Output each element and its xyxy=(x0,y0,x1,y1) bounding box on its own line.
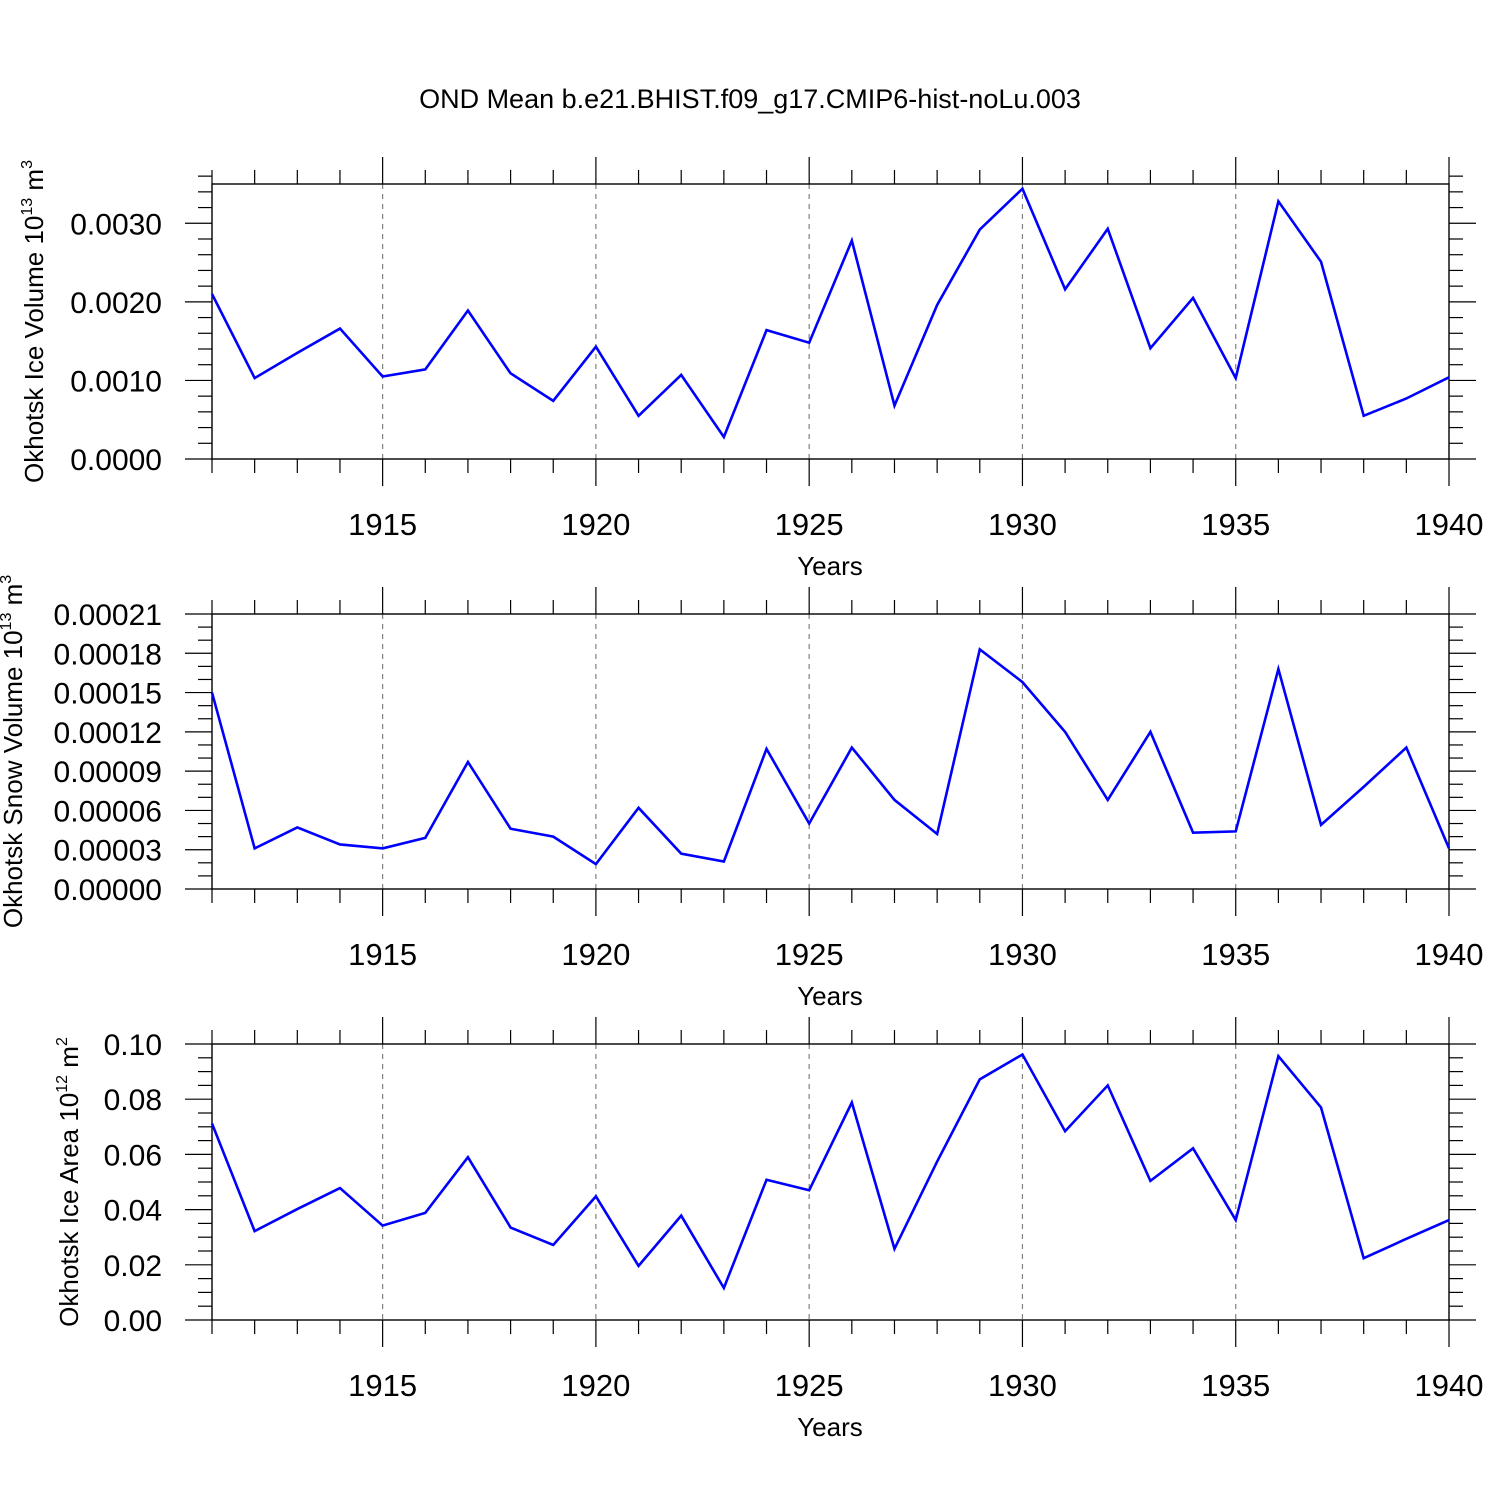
y-axis-title: Okhotsk Ice Area 1012 m2 xyxy=(54,1037,84,1327)
x-tick-label-1925: 1925 xyxy=(775,507,844,542)
y-tick-label: 0.08 xyxy=(104,1084,162,1117)
y-tick-label: 0.00015 xyxy=(54,678,162,711)
series-line-2 xyxy=(210,647,1451,866)
x-tick-label-1940: 1940 xyxy=(1415,507,1484,542)
x-tick-label-1915: 1915 xyxy=(348,1368,417,1403)
x-axis-title: Years xyxy=(797,551,863,581)
y-tick-label: 0.00 xyxy=(104,1305,162,1338)
panels: 1915 1920 1925 1930 1935 1940 0.0000 0.0010 0.00… xyxy=(0,157,1483,1442)
x-tick-label-1940: 1940 xyxy=(1415,1368,1484,1403)
y-tick-label: 0.0010 xyxy=(70,365,162,398)
x-tick-label-1920: 1920 xyxy=(561,507,630,542)
y-tick-label: 0.10 xyxy=(104,1029,162,1062)
x-tick-label-1920: 1920 xyxy=(561,937,630,972)
x-tick-label-1930: 1930 xyxy=(988,1368,1057,1403)
panel-1: 1915 1920 1925 1930 1935 1940 0.0000 0.0010 0.00… xyxy=(19,157,1483,581)
y-tick-label: 0.0020 xyxy=(70,287,162,320)
series-line-1 xyxy=(210,186,1450,440)
x-tick-label-1915: 1915 xyxy=(348,937,417,972)
plot-frame xyxy=(211,1043,1450,1321)
x-tick-label-1935: 1935 xyxy=(1201,937,1270,972)
y-tick-label: 0.00000 xyxy=(54,874,162,907)
x-tick-label-1930: 1930 xyxy=(988,937,1057,972)
plot-frame xyxy=(211,613,1450,890)
y-tick-label: 0.04 xyxy=(104,1195,162,1228)
panel-3: 1915 1920 1925 1930 1935 1940 0.00 0.02 0.04 0.06… xyxy=(54,1017,1483,1442)
x-tick-label-1925: 1925 xyxy=(775,937,844,972)
x-tick-label-1930: 1930 xyxy=(988,507,1057,542)
y-tick-label: 0.0030 xyxy=(70,208,162,241)
x-tick-label-1920: 1920 xyxy=(561,1368,630,1403)
y-tick-label: 0.06 xyxy=(104,1139,162,1172)
y-tick-label: 0.00012 xyxy=(54,717,162,750)
y-tick-label: 0.00018 xyxy=(54,638,162,671)
x-axis-title: Years xyxy=(797,1412,863,1442)
series-line-3 xyxy=(210,1052,1450,1291)
x-tick-label-1915: 1915 xyxy=(348,507,417,542)
y-axis-title: Okhotsk Snow Volume 1013 m3 xyxy=(0,575,28,928)
y-tick-label: 0.00021 xyxy=(54,599,162,632)
x-tick-label-1940: 1940 xyxy=(1415,937,1484,972)
y-tick-label: 0.00003 xyxy=(54,835,162,868)
y-tick-label: 0.00006 xyxy=(54,795,162,828)
y-axis-title: Okhotsk Ice Volume 1013 m3 xyxy=(19,160,49,483)
figure-title: OND Mean b.e21.BHIST.f09_g17.CMIP6-hist-… xyxy=(419,84,1081,114)
y-tick-label: 0.00009 xyxy=(54,756,162,789)
y-tick-label: 0.0000 xyxy=(70,444,162,477)
y-tick-label: 0.02 xyxy=(104,1250,162,1283)
x-axis-title: Years xyxy=(797,981,863,1011)
plot-frame xyxy=(211,183,1450,460)
x-tick-label-1925: 1925 xyxy=(775,1368,844,1403)
x-tick-label-1935: 1935 xyxy=(1201,507,1270,542)
x-tick-label-1935: 1935 xyxy=(1201,1368,1270,1403)
panel-2: 1915 1920 1925 1930 1935 1940 0.00000 0.00003 0.… xyxy=(0,575,1483,1011)
